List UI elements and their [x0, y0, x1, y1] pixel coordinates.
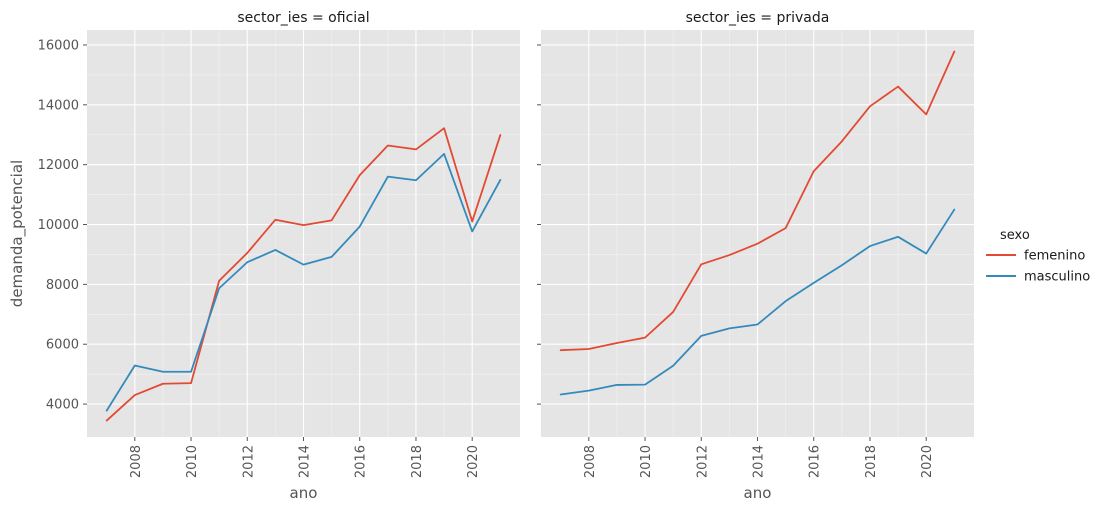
y-axis-label: demanda_potencial — [8, 160, 27, 307]
series-line-masculino — [559, 208, 956, 396]
y-tick-label: 16000 — [38, 38, 79, 53]
legend-label-masculino: masculino — [1024, 270, 1090, 285]
legend-label-femenino: femenino — [1024, 249, 1085, 264]
x-tick-label: 2018 — [864, 445, 879, 478]
panel-1: sector_ies = oficial 2008 2010 2012 2014 2016… — [38, 10, 520, 502]
x-tick-label: 2016 — [808, 445, 823, 478]
x-axis-label: ano — [290, 484, 318, 502]
x-tick-label: 2008 — [583, 445, 598, 478]
y-tick-label: 10000 — [38, 218, 79, 233]
x-tick-label: 2014 — [298, 445, 313, 478]
x-tick-label: 2020 — [920, 445, 935, 478]
series-line-femenino — [559, 50, 956, 352]
x-tick-label: 2020 — [466, 445, 481, 478]
y-tick-label: 6000 — [46, 338, 79, 353]
x-tick-label: 2014 — [752, 445, 767, 478]
panel-2: sector_ies = privada 2008 2010 2012 2014 2016… — [537, 10, 974, 502]
y-tick-label: 14000 — [38, 98, 79, 113]
x-tick-label: 2016 — [354, 445, 369, 478]
y-tick-label: 12000 — [38, 158, 79, 173]
y-tick-label: 4000 — [46, 398, 79, 413]
x-tick-label: 2010 — [185, 445, 200, 478]
x-tick-label: 2012 — [695, 445, 710, 478]
legend: sexo femenino masculino — [986, 228, 1090, 285]
y-tick-label: 8000 — [46, 278, 79, 293]
x-tick-label: 2012 — [241, 445, 256, 478]
panel-title: sector_ies = privada — [686, 10, 830, 26]
x-tick-label: 2010 — [639, 445, 654, 478]
series-line-femenino — [105, 127, 502, 422]
legend-title: sexo — [1000, 228, 1030, 243]
panel-title: sector_ies = oficial — [237, 10, 369, 26]
x-tick-label: 2008 — [129, 445, 144, 478]
series-line-masculino — [105, 152, 502, 412]
x-tick-label: 2018 — [410, 445, 425, 478]
x-axis-label: ano — [744, 484, 772, 502]
